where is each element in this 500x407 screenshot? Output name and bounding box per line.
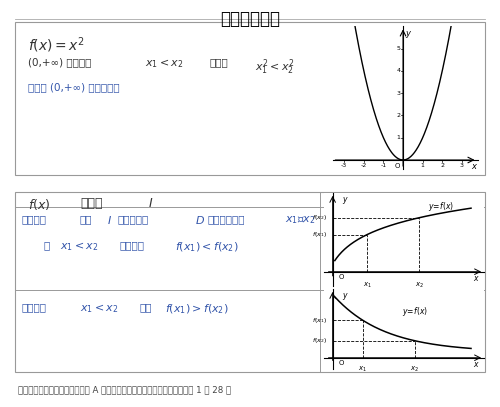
Text: $y\!=\!f(x)$: $y\!=\!f(x)$ [428,200,454,213]
Text: 1: 1 [397,135,400,140]
Bar [15,192,485,372]
Text: $I$: $I$ [107,214,112,226]
Text: $f(x_1) > f(x_2)$: $f(x_1) > f(x_2)$ [165,302,228,315]
Text: $f(x)$: $f(x)$ [28,197,50,212]
Text: 1: 1 [420,163,424,168]
Text: $x_1$，$x_2$: $x_1$，$x_2$ [285,214,316,226]
Text: $x_1$: $x_1$ [363,280,372,290]
Text: O: O [338,274,344,280]
Text: $D$: $D$ [195,214,205,226]
Text: O: O [338,360,344,366]
Text: 3: 3 [460,163,464,168]
Text: -3: -3 [341,163,347,168]
Text: 减函数：: 减函数： [22,302,47,312]
Text: $f(x) = x^2$: $f(x) = x^2$ [28,35,85,55]
Text: 对于: 对于 [80,214,92,224]
Text: $f(x_1) < f(x_2)$: $f(x_1) < f(x_2)$ [175,240,238,254]
Text: -2: -2 [360,163,367,168]
Text: 上的任意两个: 上的任意两个 [207,214,244,224]
Text: $x_1 < x_2$: $x_1 < x_2$ [145,57,184,70]
Text: $x_1^2 < x_2^2$: $x_1^2 < x_2^2$ [255,57,294,77]
Text: x: x [474,360,478,369]
Text: 注：图片节选自人民教育出版社 A 版普通高中课程标准实验教科书数学必修 1 第 28 页: 注：图片节选自人民教育出版社 A 版普通高中课程标准实验教科书数学必修 1 第 … [18,385,231,394]
Text: 4: 4 [396,68,400,74]
Text: 时，都有: 时，都有 [120,240,145,250]
Text: 3: 3 [396,91,400,96]
Text: 当: 当 [44,240,50,250]
Text: $x_2$: $x_2$ [414,280,424,290]
Text: $x_1 < x_2$: $x_1 < x_2$ [60,240,98,253]
Text: 在区间 (0,+∞) 上是增函数: 在区间 (0,+∞) 上是增函数 [28,82,120,92]
Text: 2: 2 [396,113,400,118]
Text: $f(x_1)$: $f(x_1)$ [312,230,328,239]
Text: O: O [394,163,400,169]
Text: -1: -1 [380,163,386,168]
Text: 内某个区间: 内某个区间 [118,214,149,224]
Text: $I$: $I$ [148,197,154,210]
Text: (0,+∞) 上，任取: (0,+∞) 上，任取 [28,57,92,67]
Text: x: x [472,162,476,171]
Text: 增函数：: 增函数： [22,214,47,224]
Text: 定义域: 定义域 [80,197,102,210]
Text: $y\!=\!f(x)$: $y\!=\!f(x)$ [402,306,428,318]
Text: $f(x_2)$: $f(x_2)$ [312,336,328,345]
Text: 函数的单调性: 函数的单调性 [220,10,280,28]
Text: y: y [405,28,410,38]
Text: y: y [342,291,346,300]
Text: y: y [342,195,346,204]
Text: ，都有: ，都有 [210,57,229,67]
Text: $f(x_1)$: $f(x_1)$ [312,316,328,325]
Text: $x_2$: $x_2$ [410,365,420,374]
Text: 时，: 时， [140,302,152,312]
Text: $f(x_2)$: $f(x_2)$ [312,213,328,222]
Text: 5: 5 [397,46,400,51]
Text: x: x [474,274,478,283]
Text: $x_1$: $x_1$ [358,365,368,374]
Text: 2: 2 [440,163,444,168]
Bar [15,22,485,175]
Text: $x_1 < x_2$: $x_1 < x_2$ [80,302,118,315]
